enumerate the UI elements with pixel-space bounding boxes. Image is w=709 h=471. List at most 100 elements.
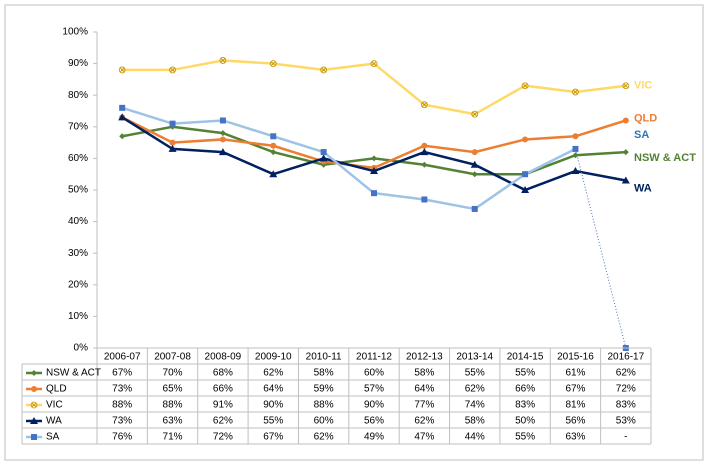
marker [621, 176, 630, 184]
table-value: 72% [213, 432, 233, 443]
table-value: 50% [515, 416, 535, 427]
x-tick-label: 2014-15 [507, 352, 544, 363]
table-value: 62% [213, 416, 233, 427]
table-value: 62% [263, 368, 283, 379]
table-value: 57% [364, 384, 384, 395]
end-label: WA [634, 182, 652, 194]
table-value: 58% [314, 368, 334, 379]
marker [30, 417, 38, 424]
marker [572, 152, 579, 159]
marker [421, 196, 428, 203]
marker [270, 149, 277, 156]
marker [218, 148, 227, 156]
table-value: 90% [263, 400, 283, 411]
table-value: 56% [364, 416, 384, 427]
y-tick-label: 30% [68, 248, 88, 259]
marker [31, 370, 37, 376]
marker [471, 171, 478, 178]
y-tick-label: 0% [74, 343, 89, 354]
y-tick-label: 10% [68, 311, 88, 322]
marker [370, 167, 378, 175]
marker [219, 57, 227, 64]
marker [421, 142, 428, 149]
marker [319, 154, 328, 162]
table-value: 61% [565, 368, 585, 379]
marker [521, 82, 529, 90]
marker [30, 401, 38, 409]
table-value: 67% [263, 432, 283, 443]
table-value: 58% [414, 368, 434, 379]
marker [371, 190, 377, 197]
end-label: SA [634, 129, 649, 141]
table-value: 72% [616, 384, 636, 395]
x-tick-label: 2015-16 [557, 352, 594, 363]
table-value: 44% [465, 432, 485, 443]
marker [571, 167, 580, 175]
y-tick-label: 50% [68, 185, 88, 196]
table-value: 67% [565, 384, 585, 395]
end-label: NSW & ACT [634, 152, 696, 164]
marker [31, 386, 37, 392]
marker [320, 66, 328, 74]
marker [270, 133, 277, 140]
series-line [121, 106, 577, 211]
table-value: 58% [465, 416, 485, 427]
marker [572, 133, 579, 140]
table-value: 77% [414, 400, 434, 411]
table-value: 81% [565, 400, 585, 411]
marker [31, 434, 37, 440]
marker [320, 149, 327, 156]
table-value: 64% [263, 384, 283, 395]
table-value: 83% [616, 400, 636, 411]
x-tick-label: 2010-11 [306, 352, 342, 363]
table-value: 47% [414, 432, 434, 443]
table-value: 65% [163, 384, 183, 395]
x-tick-label: 2016-17 [607, 352, 644, 363]
marker [270, 142, 277, 149]
table-value: 62% [465, 384, 485, 395]
legend-label: WA [46, 416, 62, 427]
marker [219, 117, 226, 124]
x-tick-label: 2008-09 [205, 352, 242, 363]
table-value: 55% [515, 368, 535, 379]
table-value: 64% [414, 384, 434, 395]
table-value: 73% [112, 384, 132, 395]
marker [371, 155, 377, 162]
marker [470, 160, 479, 168]
table-value: 66% [213, 384, 233, 395]
table-value: 63% [565, 432, 585, 443]
table-value: 62% [616, 368, 636, 379]
chart-border [4, 4, 704, 461]
marker [119, 133, 126, 140]
marker [370, 60, 378, 67]
table-value: - [624, 432, 627, 443]
x-tick-label: 2013-14 [456, 352, 493, 363]
table-value: 88% [314, 400, 334, 411]
table-value: 88% [112, 400, 132, 411]
end-label: QLD [634, 112, 657, 124]
marker [269, 170, 278, 178]
table-value: 55% [465, 368, 485, 379]
marker [219, 136, 226, 143]
table-value: 74% [465, 400, 485, 411]
y-tick-label: 70% [68, 121, 88, 132]
marker [622, 82, 630, 90]
marker [219, 130, 226, 137]
x-tick-label: 2006-07 [104, 352, 141, 363]
legend-label: SA [46, 432, 60, 443]
marker [269, 60, 277, 67]
marker [119, 104, 126, 111]
x-tick-label: 2011-12 [356, 352, 392, 363]
series-line-dotted [574, 148, 627, 349]
marker [420, 101, 428, 109]
table-value: 66% [515, 384, 535, 395]
y-tick-label: 90% [68, 58, 88, 69]
marker [522, 136, 529, 143]
table-value: 67% [112, 368, 132, 379]
table-value: 76% [112, 432, 132, 443]
table-value: 90% [364, 400, 384, 411]
table-value: 60% [314, 416, 334, 427]
marker [471, 205, 478, 212]
marker [168, 144, 177, 152]
